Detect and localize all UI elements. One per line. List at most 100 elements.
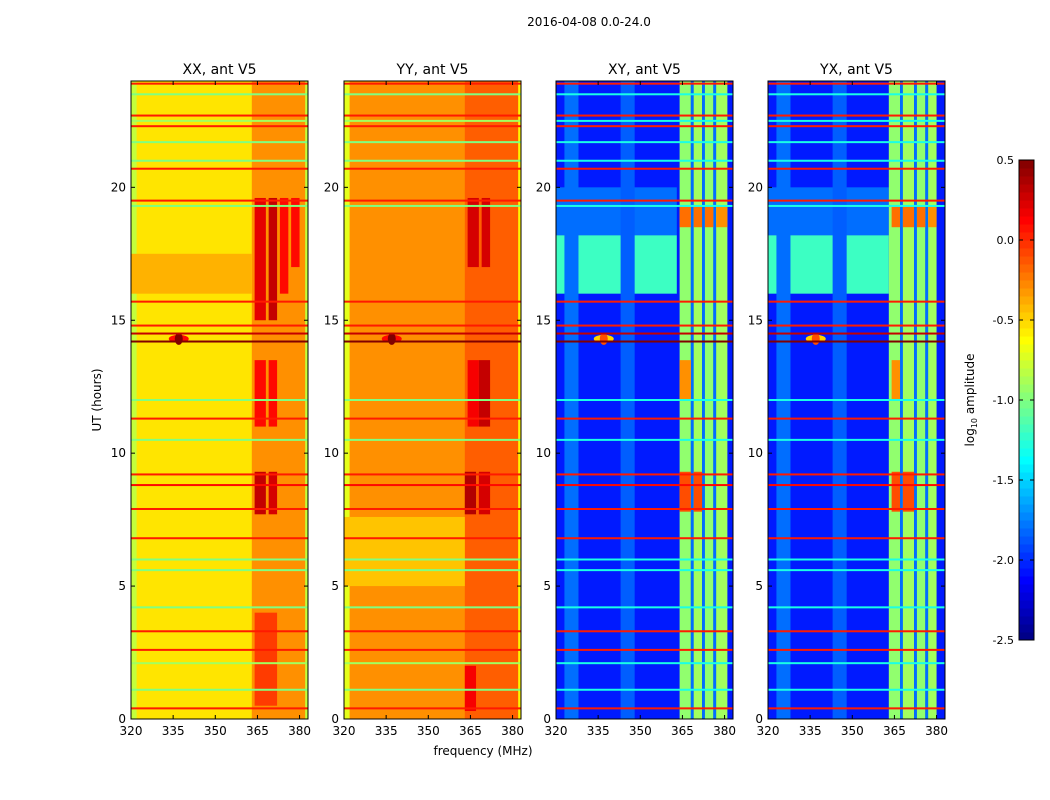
- rfi-line: [344, 125, 521, 128]
- heatmap-patch: [891, 471, 901, 512]
- heatmap-patch: [916, 205, 926, 228]
- heatmap-patch: [679, 360, 691, 400]
- colorbar-segment: [1019, 600, 1034, 609]
- colorbar-segment: [1019, 464, 1034, 473]
- colorbar-tick-label: -2.0: [993, 554, 1014, 567]
- panel-title: XX, ant V5: [183, 62, 257, 78]
- colorbar-segment: [1019, 528, 1034, 537]
- figure-suptitle: 2016-04-08 0.0-24.0: [527, 15, 651, 29]
- heatmap-patch: [344, 516, 465, 587]
- colorbar-segment: [1019, 416, 1034, 425]
- rfi-line: [556, 688, 733, 691]
- colorbar-segment: [1019, 312, 1034, 321]
- y-tick-label: 0: [118, 712, 126, 726]
- colorbar-segment: [1019, 576, 1034, 585]
- rfi-line: [344, 204, 521, 207]
- rfi-line: [344, 399, 521, 401]
- rfi-line: [768, 82, 945, 85]
- rfi-line: [556, 537, 733, 540]
- y-tick-label: 20: [111, 180, 126, 194]
- colorbar-segment: [1019, 512, 1034, 521]
- x-tick-label: 365: [459, 724, 482, 738]
- colorbar: 0.5 0.0 -0.5 -1.0 -1.5 -2.0 -2.5: [993, 154, 1035, 647]
- y-tick-label: 0: [755, 712, 763, 726]
- rfi-line: [344, 119, 521, 122]
- heatmap-patch: [693, 471, 703, 512]
- rfi-line: [556, 630, 733, 633]
- panel-frame: [555, 80, 734, 720]
- colorbar-segment: [1019, 160, 1034, 169]
- y-tick-label: 15: [111, 313, 126, 327]
- rfi-line: [131, 199, 308, 202]
- rfi-line: [768, 204, 945, 207]
- rfi-line: [344, 324, 521, 327]
- heatmap-patch: [279, 197, 289, 294]
- rfi-line: [131, 159, 308, 162]
- heatmap-patch: [254, 612, 278, 706]
- rfi-line: [344, 114, 521, 117]
- colorbar-segment: [1019, 296, 1034, 305]
- panel-frame: [130, 80, 309, 720]
- heatmap-blob-core: [387, 332, 396, 345]
- y-tick-label: 10: [324, 446, 339, 460]
- colorbar-label-rest: amplitude: [963, 354, 977, 418]
- colorbar-segment: [1019, 432, 1034, 441]
- heatmap-patch: [254, 197, 266, 321]
- heatmap-patch: [481, 197, 491, 268]
- heatmap-patch: [291, 197, 300, 268]
- rfi-line: [556, 204, 733, 207]
- colorbar-segment: [1019, 536, 1034, 545]
- rfi-line: [344, 300, 521, 303]
- x-tick-label: 350: [841, 724, 864, 738]
- rfi-line: [556, 93, 733, 96]
- rfi-line: [131, 417, 308, 420]
- rfi-line: [344, 159, 521, 162]
- y-tick-label: 0: [331, 712, 339, 726]
- rfi-line: [131, 484, 308, 487]
- rfi-line: [556, 159, 733, 162]
- colorbar-segment: [1019, 344, 1034, 353]
- heatmap-patch: [467, 197, 479, 268]
- rfi-line: [768, 119, 945, 122]
- rfi-line: [556, 300, 733, 303]
- rfi-line: [344, 688, 521, 691]
- rfi-line: [556, 438, 733, 441]
- panel-frame: [343, 80, 522, 720]
- rfi-line: [344, 707, 521, 710]
- rfi-line: [556, 399, 733, 401]
- rfi-line: [768, 558, 945, 561]
- panel-4: YX, ant V5 320 335 350 365 380 0 5 10 15 20: [748, 62, 948, 738]
- rfi-line: [768, 324, 945, 327]
- rfi-line: [556, 707, 733, 710]
- rfi-line: [131, 648, 308, 651]
- rfi-line: [131, 204, 308, 207]
- x-tick-label: 335: [587, 724, 610, 738]
- colorbar-segment: [1019, 200, 1034, 209]
- panel-frame: [767, 80, 946, 720]
- rfi-line: [768, 93, 945, 96]
- rfi-line: [556, 648, 733, 651]
- x-tick-label: 320: [545, 724, 568, 738]
- heatmap-patch: [268, 197, 278, 321]
- rfi-line: [131, 141, 308, 144]
- heatmap-patch: [478, 471, 491, 515]
- rfi-line: [344, 332, 521, 335]
- x-tick-label: 320: [757, 724, 780, 738]
- heatmap-patch: [891, 205, 901, 228]
- rfi-line: [768, 300, 945, 303]
- rfi-line: [768, 569, 945, 572]
- x-tick-label: 380: [925, 724, 948, 738]
- heatmap-patch: [464, 471, 477, 515]
- colorbar-tick-label: -1.5: [993, 474, 1014, 487]
- colorbar-segment: [1019, 216, 1034, 225]
- rfi-line: [131, 399, 308, 401]
- x-tick-label: 335: [799, 724, 822, 738]
- heatmap-blob-core: [174, 332, 183, 345]
- heatmap-blob-core: [599, 332, 608, 345]
- rfi-line: [344, 484, 521, 487]
- colorbar-segment: [1019, 232, 1034, 241]
- colorbar-segment: [1019, 560, 1034, 569]
- rfi-line: [768, 340, 945, 343]
- heatmap-patch: [902, 471, 915, 512]
